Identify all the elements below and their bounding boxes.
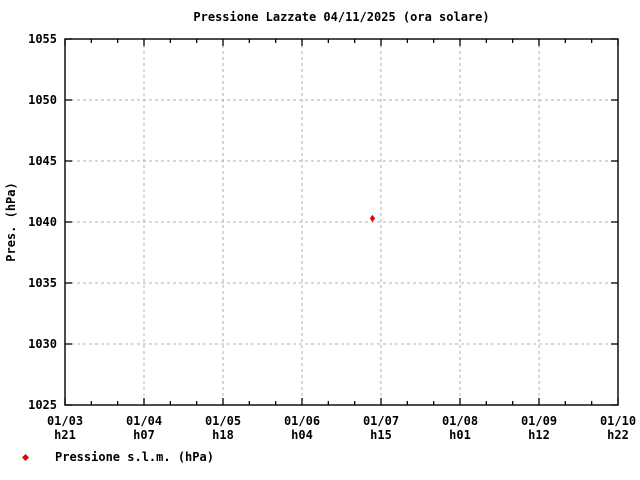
- x-tick-hour-label: h18: [212, 428, 234, 442]
- legend: Pressione s.l.m. (hPa): [21, 449, 214, 465]
- data-point: [369, 214, 376, 222]
- x-tick-date-label: 01/04: [126, 414, 162, 428]
- x-tick-date-label: 01/09: [521, 414, 557, 428]
- x-tick-hour-label: h04: [291, 428, 313, 442]
- x-tick-date-label: 01/06: [284, 414, 320, 428]
- y-tick-label: 1055: [28, 32, 57, 46]
- x-tick-hour-label: h12: [528, 428, 550, 442]
- x-tick-date-label: 01/07: [363, 414, 399, 428]
- y-tick-label: 1025: [28, 398, 57, 412]
- x-tick-hour-label: h21: [54, 428, 76, 442]
- x-tick-date-label: 01/03: [47, 414, 83, 428]
- x-tick-hour-label: h22: [607, 428, 629, 442]
- chart-title: Pressione Lazzate 04/11/2025 (ora solare…: [193, 10, 490, 24]
- x-tick-hour-label: h15: [370, 428, 392, 442]
- y-tick-label: 1035: [28, 276, 57, 290]
- x-tick-date-label: 01/08: [442, 414, 478, 428]
- y-tick-label: 1050: [28, 93, 57, 107]
- legend-label: Pressione s.l.m. (hPa): [55, 450, 214, 464]
- x-tick-date-label: 01/10: [600, 414, 636, 428]
- y-tick-label: 1040: [28, 215, 57, 229]
- legend-marker-icon: [21, 453, 30, 461]
- x-tick-hour-label: h07: [133, 428, 155, 442]
- y-tick-label: 1045: [28, 154, 57, 168]
- x-tick-hour-label: h01: [449, 428, 471, 442]
- y-tick-label: 1030: [28, 337, 57, 351]
- x-tick-date-label: 01/05: [205, 414, 241, 428]
